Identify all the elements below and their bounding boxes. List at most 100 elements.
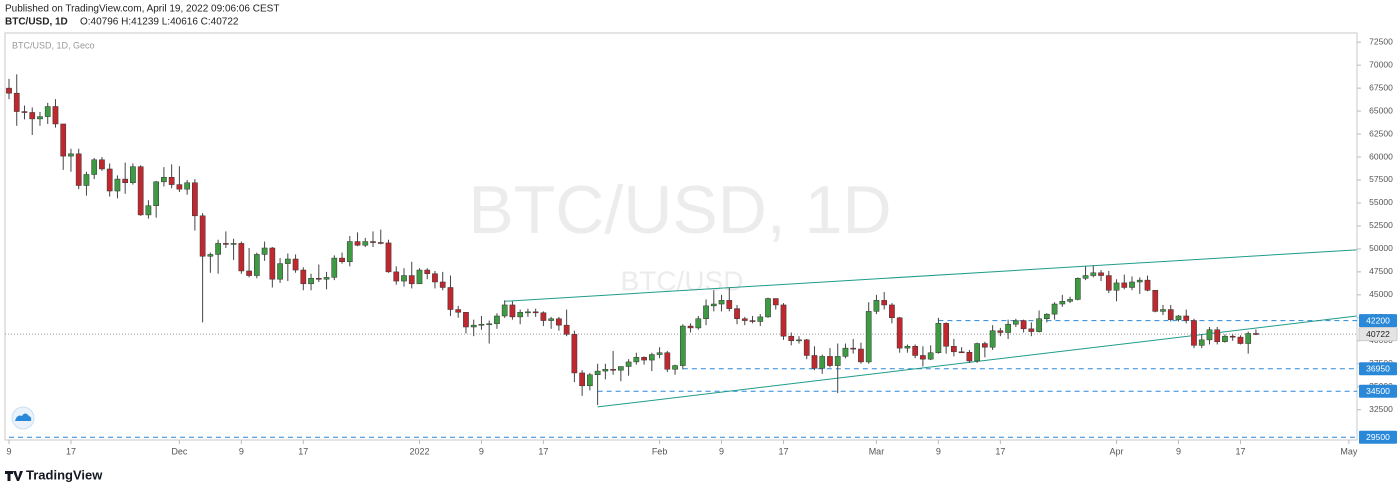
level-label-box (1359, 314, 1397, 328)
x-tick-label: Feb (652, 446, 668, 456)
x-tick-label: May (1340, 446, 1358, 456)
candle-body (896, 317, 903, 349)
y-tick-label: 47500 (1369, 266, 1393, 276)
candle-body (958, 351, 965, 354)
trend-line (504, 249, 1357, 302)
candle-body (757, 316, 764, 322)
tv-badge (11, 406, 35, 430)
candle-body (525, 311, 531, 314)
candle-body (726, 300, 733, 309)
candle-body (424, 269, 431, 274)
candle-body (1245, 333, 1252, 344)
x-tick-label: Mar (869, 446, 885, 456)
y-tick-label: 32500 (1369, 404, 1393, 414)
candle-body (501, 304, 508, 317)
candle-body (68, 153, 74, 157)
candle-body (687, 325, 694, 329)
candle-body (1036, 318, 1042, 332)
candle-body (648, 354, 655, 361)
candle-body (455, 309, 462, 313)
y-tick-label: 65000 (1369, 105, 1393, 115)
candle-body (1067, 299, 1073, 302)
candle-body (842, 347, 849, 357)
last-price-label: 40722 (1366, 329, 1390, 339)
x-tick-label: 17 (538, 446, 548, 456)
candle-body (331, 257, 338, 278)
candle-body (780, 304, 787, 337)
candle-body (1082, 275, 1089, 279)
candle-body (1191, 320, 1197, 346)
candle-body (1160, 309, 1166, 312)
y-tick-label: 45000 (1369, 289, 1393, 299)
candle-body (873, 300, 880, 312)
candle-body (432, 273, 438, 283)
candle-body (184, 182, 190, 190)
candle-body (1129, 281, 1135, 288)
y-tick-label: 50000 (1369, 243, 1393, 253)
candle-body (230, 243, 237, 245)
candle-body (339, 257, 345, 263)
candle-body (819, 356, 826, 369)
candle-body (788, 335, 795, 342)
candle-body (951, 346, 957, 353)
candle-body (246, 270, 252, 276)
candle-body (354, 241, 361, 246)
candle-body (106, 168, 113, 192)
candle-body (943, 323, 949, 347)
x-tick-label: 17 (995, 446, 1005, 456)
x-tick-label: Apr (1110, 446, 1124, 456)
candle-body (1167, 309, 1174, 320)
candle-body (834, 356, 841, 366)
candle-body (29, 112, 36, 120)
candle-body (346, 241, 353, 263)
candle-body (966, 352, 973, 362)
y-tick-label: 60000 (1369, 151, 1393, 161)
candle-body (486, 323, 493, 326)
candle-body (1113, 282, 1120, 291)
candle-body (540, 312, 547, 321)
x-tick-label: 9 (6, 446, 11, 456)
candle-body (37, 116, 43, 120)
candle-body (277, 263, 283, 280)
candle-body (1105, 275, 1112, 291)
candle-body (734, 308, 740, 319)
level-label: 36950 (1366, 364, 1390, 374)
candle-body (610, 369, 616, 371)
candle-body (75, 153, 82, 186)
candle-body (625, 361, 632, 367)
candle-body (509, 304, 516, 318)
candle-body (679, 325, 686, 366)
candle-body (1152, 289, 1159, 312)
candle-body (1121, 282, 1128, 288)
candle-body (1237, 336, 1244, 344)
candle-body (1175, 315, 1182, 320)
candle-body (60, 123, 67, 157)
x-tick-label: 17 (66, 446, 76, 456)
candle-body (997, 330, 1004, 333)
candle-body (803, 339, 810, 356)
level-label: 34500 (1366, 386, 1390, 396)
level-label: 42200 (1366, 315, 1390, 325)
y-tick-label: 72500 (1369, 36, 1393, 46)
candle-body (83, 174, 90, 186)
candle-body (1090, 272, 1097, 276)
symbol: BTC/USD, 1D (5, 17, 68, 28)
candle-body (532, 311, 539, 314)
candle-body (889, 304, 895, 319)
brand-logo (5, 471, 23, 481)
candle-body (664, 352, 671, 370)
candle-body (393, 271, 400, 282)
candle-body (439, 281, 446, 288)
candle-body (362, 241, 369, 246)
candle-body (710, 303, 717, 307)
candle-body (718, 300, 725, 305)
ohlc-legend: O:40796 H:41239 L:40616 C:40722 (80, 17, 239, 28)
x-tick-label: Dec (171, 446, 188, 456)
candle-body (137, 166, 144, 216)
y-tick-label: 57500 (1369, 174, 1393, 184)
candle-body (44, 106, 51, 117)
watermark-sub: BTC/USD (621, 265, 744, 296)
published-note: Published on TradingView.com, April 19, … (5, 4, 279, 15)
x-tick-label: 17 (298, 446, 308, 456)
